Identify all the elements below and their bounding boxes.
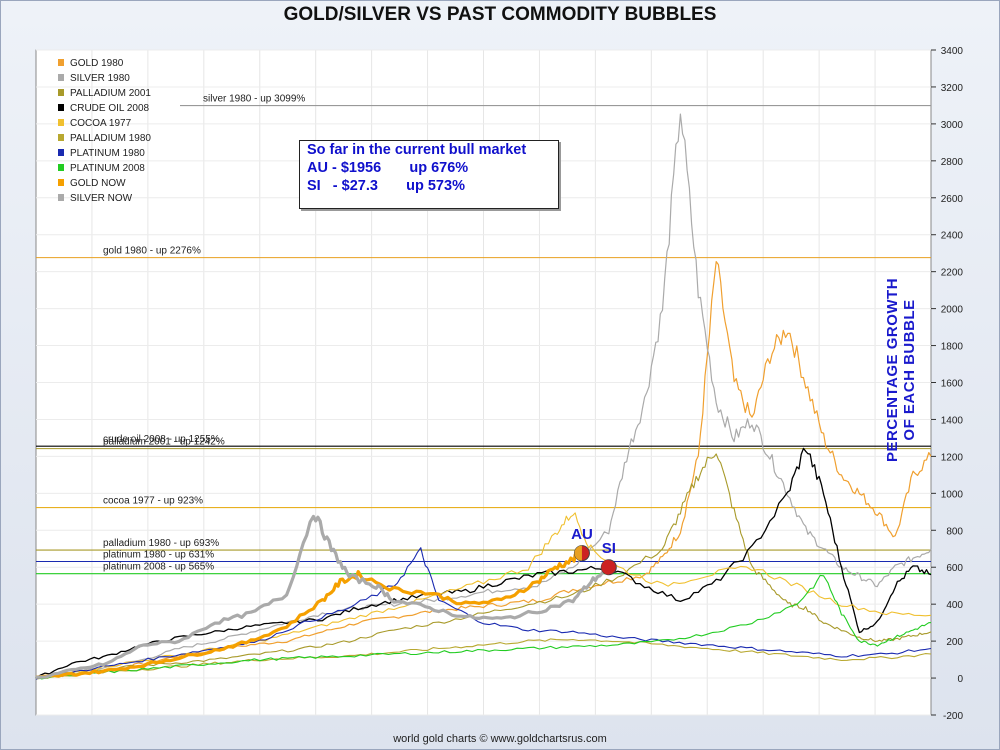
y-tick-label: 3400: [941, 46, 964, 57]
y-tick-label: 3200: [941, 83, 964, 94]
y-tick-label: 1000: [941, 489, 964, 500]
y-tick-label: -200: [943, 711, 963, 722]
y-axis-label: PERCENTAGE GROWTH OF EACH BUBBLE: [884, 277, 918, 463]
reference-line-label: crude oil 2008 - up 1255%: [103, 434, 220, 445]
legend-label: PLATINUM 1980: [70, 148, 145, 159]
series-line: [35, 638, 932, 679]
y-tick-label: 3000: [941, 120, 964, 131]
reference-line-label: cocoa 1977 - up 923%: [103, 496, 203, 507]
legend-swatch: [58, 134, 64, 141]
legend-swatch: [58, 179, 64, 186]
y-tick-label: 1200: [941, 452, 964, 463]
marker-label: AU: [571, 526, 593, 543]
legend-swatch: [58, 119, 64, 126]
callout-line3: SI - $27.3 up 573%: [307, 178, 465, 194]
markers: AU SI: [571, 526, 617, 576]
y-tick-label: 1600: [941, 379, 964, 390]
series-lines: [35, 113, 932, 680]
y-tick-label: 2600: [941, 194, 964, 205]
chart-title: GOLD/SILVER VS PAST COMMODITY BUBBLES: [283, 4, 717, 25]
footer-credit: world gold charts © www.goldchartsrus.co…: [393, 733, 607, 745]
reference-line-label: platinum 2008 - up 565%: [103, 562, 214, 573]
legend-label: PALLADIUM 1980: [70, 133, 151, 144]
reference-line-label: silver 1980 - up 3099%: [203, 94, 305, 105]
callout-line1: So far in the current bull market: [307, 142, 527, 158]
legend-label: SILVER 1980: [70, 73, 130, 84]
y-tick-label: 200: [946, 637, 963, 648]
marker-label: SI: [602, 540, 616, 557]
y-tick-label: 600: [946, 563, 963, 574]
y-tick-label: 2800: [941, 157, 964, 168]
legend-label: COCOA 1977: [70, 118, 132, 129]
reference-line-label: palladium 2001 - up 1242%: [103, 437, 225, 448]
marker-half: [601, 559, 609, 575]
reference-line-label: gold 1980 - up 2276%: [103, 246, 201, 257]
legend-label: GOLD 1980: [70, 58, 124, 69]
reference-line-label: palladium 1980 - up 693%: [103, 538, 219, 549]
series-line: [35, 574, 932, 680]
series-line: [35, 447, 932, 679]
series-line: [35, 514, 609, 679]
legend-label: PLATINUM 2008: [70, 163, 145, 174]
y-tick-label: 1800: [941, 342, 964, 353]
y-axis: 3400320030002800260024002200200018001600…: [931, 46, 963, 722]
reference-line-label: platinum 1980 - up 631%: [103, 549, 214, 560]
reference-lines: silver 1980 - up 3099% gold 1980 - up 227…: [36, 94, 931, 575]
series-line: [35, 113, 932, 680]
y-tick-label: 2400: [941, 231, 964, 242]
legend-swatch: [58, 149, 64, 156]
series-line: [35, 551, 584, 679]
legend-swatch: [58, 59, 64, 66]
legend-label: PALLADIUM 2001: [70, 88, 151, 99]
y-tick-label: 1400: [941, 415, 964, 426]
y-tick-label: 2200: [941, 268, 964, 279]
legend-label: GOLD NOW: [70, 178, 126, 189]
legend: GOLD 1980 SILVER 1980 PALLADIUM 2001 CRUDE …: [58, 58, 151, 204]
legend-label: CRUDE OIL 2008: [70, 103, 150, 114]
y-tick-label: 0: [957, 674, 963, 685]
callout-line2: AU - $1956 up 676%: [307, 160, 469, 176]
series-line: [35, 547, 932, 680]
series-line: [35, 453, 932, 680]
y-tick-label: 2000: [941, 305, 964, 316]
marker-half: [574, 545, 582, 561]
legend-label: SILVER NOW: [70, 193, 133, 204]
y-tick-label: 800: [946, 526, 963, 537]
legend-swatch: [58, 74, 64, 81]
bull-market-callout: So far in the current bull market AU - $…: [299, 140, 559, 209]
y-tick-label: 400: [946, 600, 963, 611]
legend-swatch: [58, 89, 64, 96]
legend-swatch: [58, 104, 64, 111]
legend-swatch: [58, 194, 64, 201]
legend-swatch: [58, 164, 64, 171]
